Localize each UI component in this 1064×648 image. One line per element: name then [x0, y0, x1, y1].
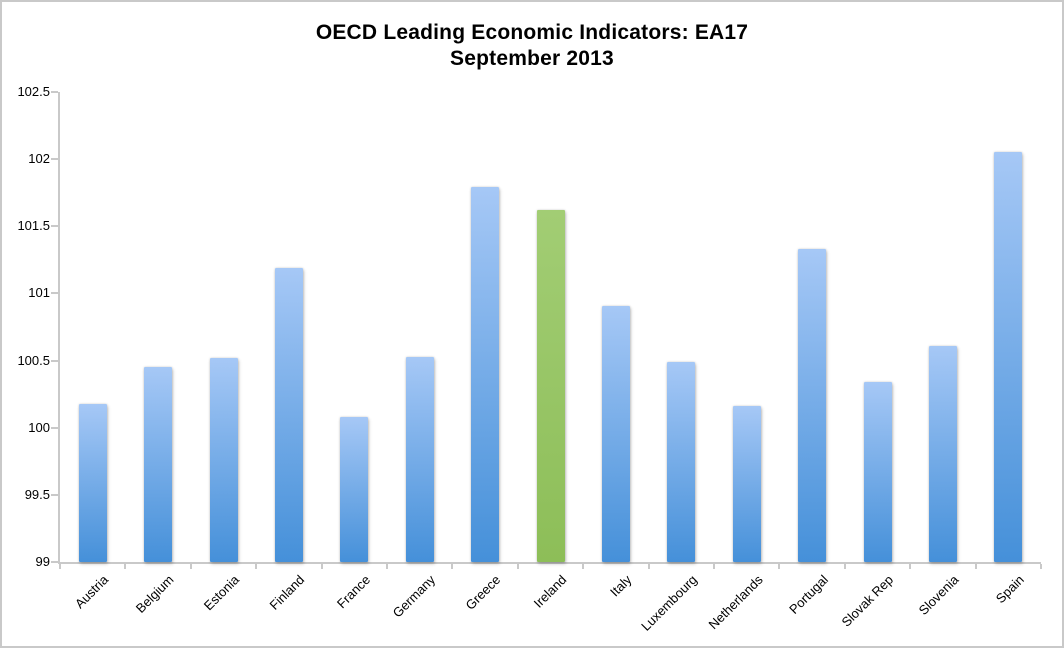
x-axis-tick — [1040, 564, 1042, 569]
x-category-label: Austria — [72, 572, 112, 612]
bar-italy — [601, 305, 630, 562]
bar-netherlands — [732, 406, 761, 562]
x-category-label: Greece — [462, 572, 504, 613]
bar-spain — [994, 152, 1023, 562]
x-axis-tick — [582, 564, 585, 569]
x-axis-line — [58, 562, 1041, 564]
y-tick-label: 101 — [28, 285, 50, 301]
x-axis-tick — [124, 564, 127, 569]
bar-luxembourg — [667, 361, 696, 562]
x-axis-tick — [386, 564, 388, 569]
x-category-label: Portugal — [785, 572, 831, 617]
plot-area: 99 99.5 100 100.5 101 101.5 102 102.5 Austria Bel… — [17, 84, 1042, 634]
chart-title: OECD Leading Economic Indicators: EA17 — [315, 21, 749, 44]
x-category-label: France — [333, 572, 373, 612]
x-axis-tick — [59, 564, 61, 569]
x-axis-tick — [843, 564, 846, 569]
y-tick-label: 102 — [28, 151, 50, 167]
x-axis-tick — [713, 564, 715, 569]
x-category-label: Luxembourg — [638, 572, 700, 634]
y-axis-tick — [51, 292, 58, 295]
y-tick-label: 99.5 — [24, 486, 50, 502]
x-category-label: Italy — [607, 572, 635, 600]
x-axis-tick — [451, 564, 454, 569]
y-axis-tick — [51, 91, 58, 93]
y-axis-tick — [51, 426, 58, 429]
chart-subtitle: September 2013 — [450, 47, 614, 70]
x-category-label: Netherlands — [705, 572, 766, 633]
x-category-label: Slovenia — [915, 572, 962, 618]
x-category-label: Belgium — [132, 572, 177, 616]
bar-ireland — [536, 210, 565, 562]
bar-finland — [274, 267, 303, 562]
x-axis-tick — [255, 564, 258, 569]
y-axis-tick — [51, 225, 58, 228]
bar-germany — [405, 356, 434, 562]
bar-estonia — [209, 357, 238, 562]
y-tick-label: 100 — [28, 419, 50, 435]
x-axis-tick — [516, 564, 519, 569]
y-tick-label: 99 — [35, 554, 50, 569]
x-category-label: Slovak Rep — [838, 572, 897, 630]
chart-title-block: OECD Leading Economic Indicators: EA17 S… — [2, 20, 1062, 72]
x-category-label: Ireland — [530, 572, 570, 611]
y-axis-tick — [51, 158, 58, 161]
y-axis-tick — [51, 359, 58, 362]
y-axis-tick — [51, 561, 58, 563]
y-axis-tick — [51, 493, 58, 496]
bar-portugal — [798, 249, 827, 562]
bar-slovak-rep — [863, 382, 892, 562]
y-tick-label: 100.5 — [17, 352, 50, 368]
bar-greece — [471, 187, 500, 562]
x-axis-tick — [320, 564, 323, 569]
x-category-label: Estonia — [200, 572, 243, 614]
x-axis-tick — [647, 564, 650, 569]
bar-france — [340, 416, 369, 562]
bar-belgium — [144, 367, 173, 562]
x-category-label: Spain — [992, 572, 1027, 607]
x-category-label: Germany — [389, 572, 439, 621]
x-axis-tick — [974, 564, 977, 569]
x-axis-tick — [189, 564, 192, 569]
x-category-label: Finland — [266, 572, 308, 613]
bar-slovenia — [928, 345, 957, 562]
y-tick-label: 102.5 — [17, 84, 50, 99]
x-axis-tick — [778, 564, 781, 569]
x-axis-tick — [909, 564, 912, 569]
y-tick-label: 101.5 — [17, 218, 50, 234]
y-axis-line — [58, 92, 60, 564]
bar-austria — [78, 403, 107, 562]
